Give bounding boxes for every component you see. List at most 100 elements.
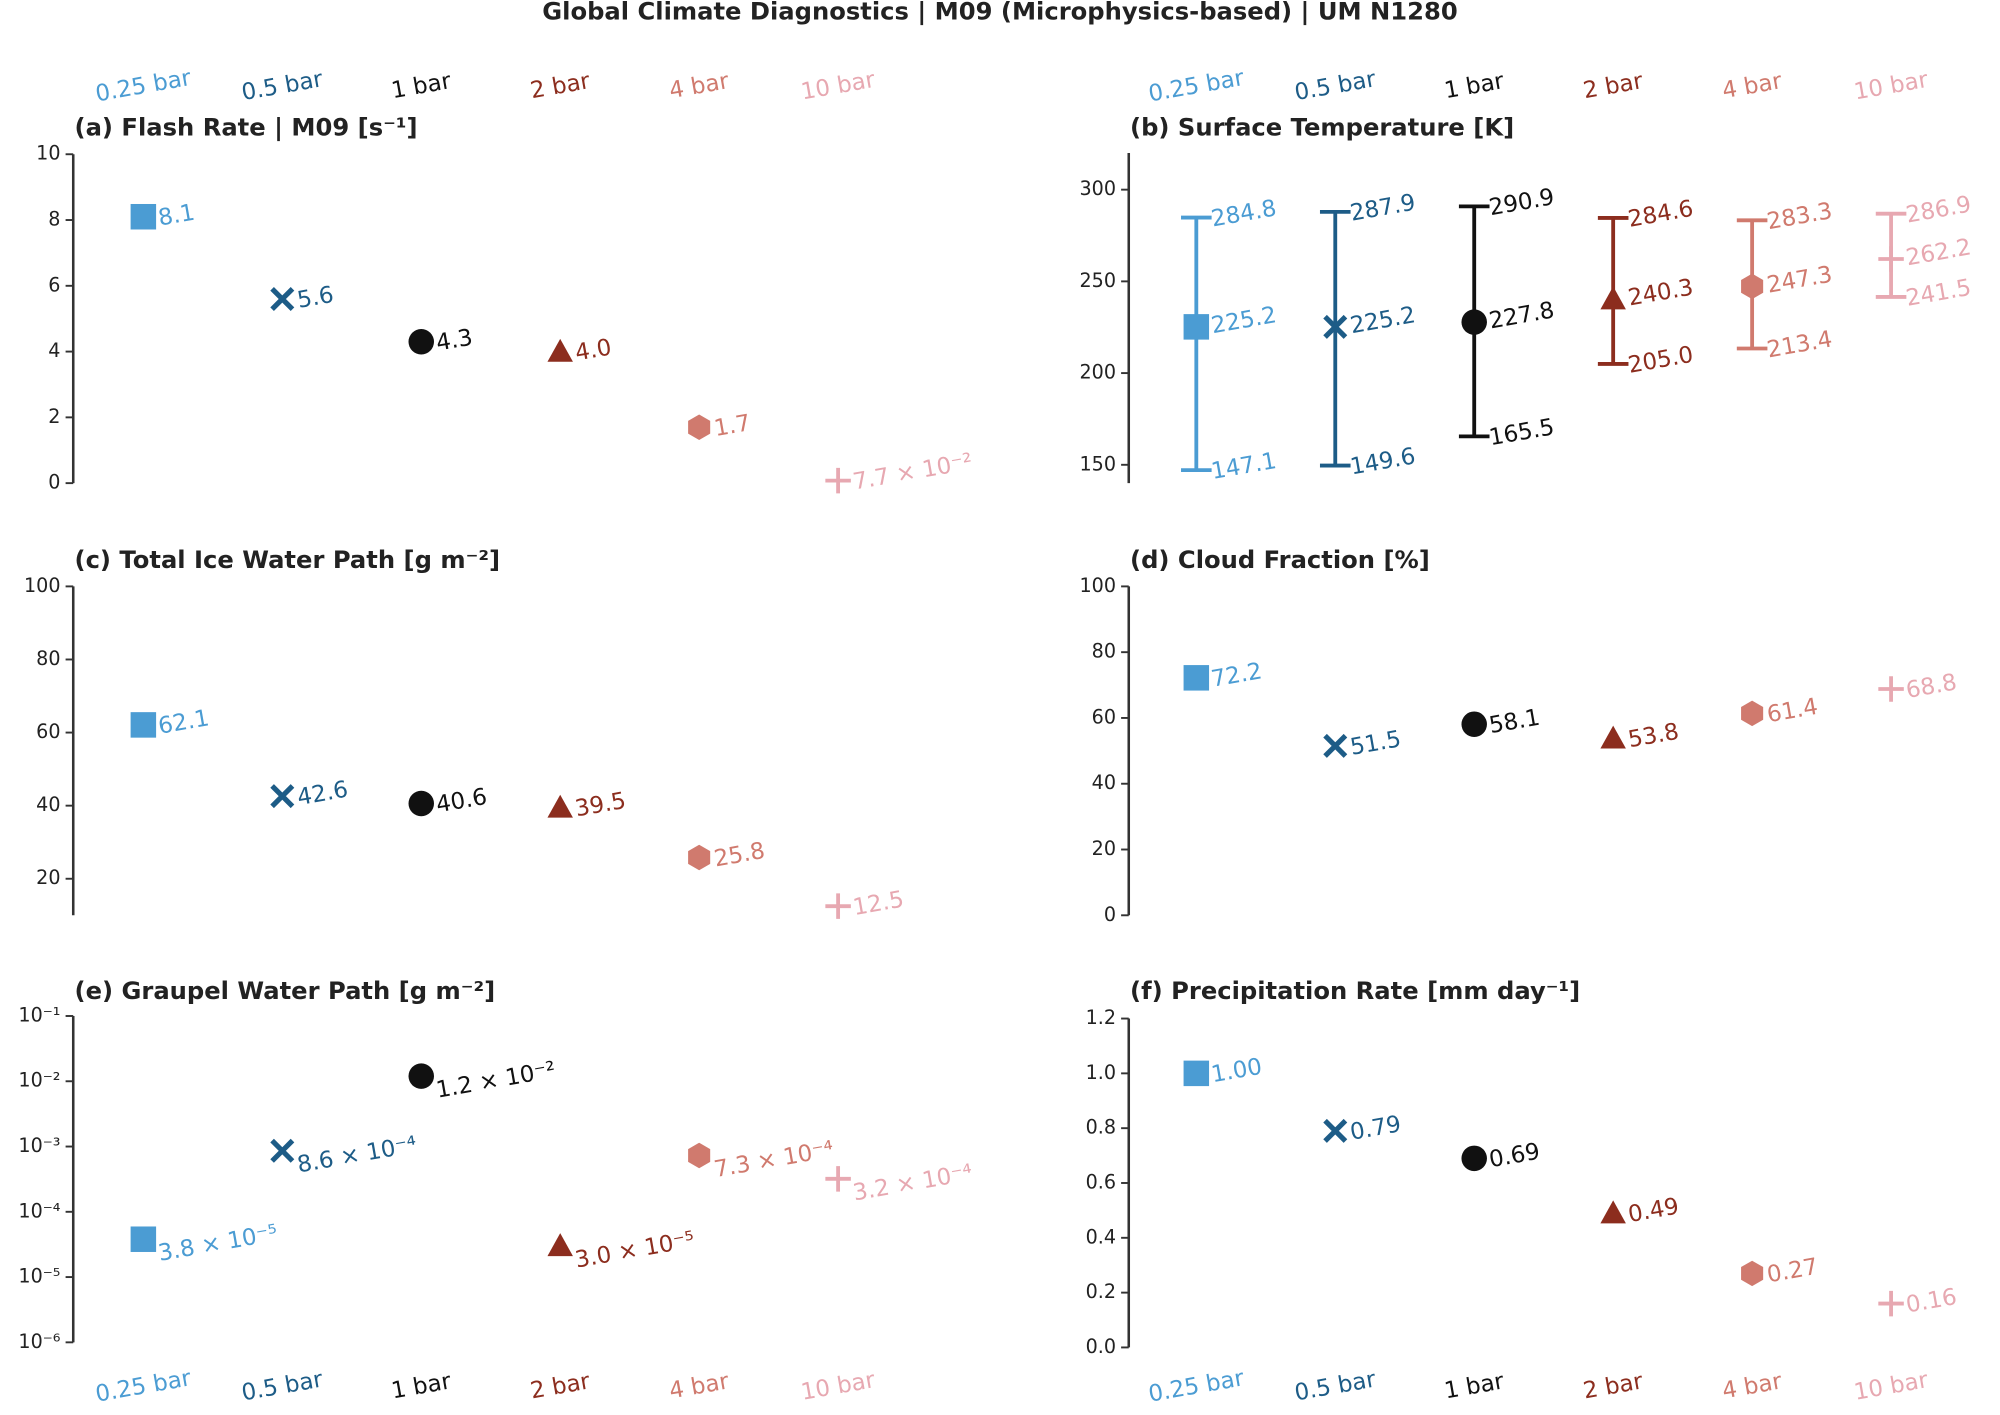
max-label: 284.8 [1209, 195, 1278, 232]
data-label: 0.49 [1626, 1194, 1681, 1228]
max-label: 284.6 [1626, 196, 1695, 233]
data-label: 51.5 [1348, 726, 1403, 760]
y-tick-label: 0.8 [1086, 1116, 1116, 1139]
figure-title: Global Climate Diagnostics | M09 (Microp… [542, 0, 1457, 26]
category-label: 2 bar [528, 1368, 592, 1404]
y-tick-label: 60 [36, 720, 60, 743]
y-tick-label: 10⁻⁵ [18, 1265, 60, 1288]
y-tick-label: 20 [36, 866, 60, 889]
category-label: 10 bar [1852, 67, 1930, 106]
data-label: 53.8 [1626, 719, 1681, 753]
min-label: 213.4 [1765, 326, 1834, 363]
data-label: 12.5 [851, 887, 906, 921]
marker [1461, 309, 1487, 335]
marker [1878, 676, 1904, 702]
category-label: 0.5 bar [240, 66, 326, 106]
y-tick-label: 1.2 [1086, 1006, 1116, 1029]
marker [1878, 1290, 1904, 1317]
y-tick-label: 0.2 [1086, 1280, 1116, 1303]
min-label: 149.6 [1348, 443, 1417, 480]
category-label: 0.25 bar [1146, 65, 1246, 107]
data-label: 1.00 [1209, 1054, 1264, 1088]
data-label: 3.0 × 10⁻⁵ [573, 1227, 696, 1274]
max-label: 290.9 [1487, 184, 1556, 221]
data-label: 25.8 [712, 838, 767, 872]
category-label: 4 bar [667, 1368, 731, 1404]
category-label: 0.5 bar [1293, 66, 1379, 106]
marker [270, 286, 295, 311]
marker [130, 203, 157, 230]
panel-title: (a) Flash Rate | M09 [s⁻¹] [75, 114, 418, 142]
marker [1183, 1060, 1210, 1087]
panel-title: (b) Surface Temperature [K] [1130, 114, 1514, 142]
data-label: 4.3 [434, 325, 474, 357]
min-label: 165.5 [1487, 414, 1556, 451]
y-tick-label: 40 [36, 793, 60, 816]
marker [688, 414, 711, 440]
y-tick-label: 2 [48, 405, 60, 428]
marker [688, 844, 711, 871]
marker [408, 1063, 434, 1089]
category-label: 0.25 bar [1146, 1365, 1246, 1407]
y-tick-label: 8 [48, 208, 60, 231]
marker [1183, 314, 1210, 340]
marker [1600, 1200, 1626, 1224]
data-label: 72.2 [1209, 658, 1264, 692]
y-tick-label: 10⁻² [18, 1069, 60, 1092]
y-tick-label: 250 [1080, 269, 1116, 292]
data-label: 58.1 [1487, 705, 1542, 739]
y-tick-label: 0.6 [1086, 1170, 1116, 1193]
category-label: 1 bar [389, 68, 453, 104]
category-label: 4 bar [1720, 68, 1784, 104]
y-tick-label: 6 [48, 273, 60, 296]
category-label: 1 bar [389, 1368, 453, 1404]
data-label: 0.27 [1765, 1254, 1820, 1288]
marker [1183, 665, 1210, 691]
data-label: 0.79 [1348, 1111, 1403, 1145]
category-label: 4 bar [1720, 1368, 1784, 1404]
max-label: 286.9 [1904, 192, 1973, 229]
data-label: 240.3 [1626, 274, 1695, 311]
data-label: 0.69 [1487, 1139, 1542, 1173]
min-label: 241.5 [1904, 275, 1973, 312]
marker [1323, 314, 1348, 339]
marker [1741, 700, 1764, 727]
category-label: 2 bar [1581, 68, 1645, 104]
category-label: 2 bar [1581, 1368, 1645, 1404]
data-label: 61.4 [1765, 694, 1820, 728]
data-label: 227.8 [1487, 297, 1556, 334]
category-label: 0.25 bar [94, 1365, 194, 1407]
marker [130, 1226, 157, 1252]
marker [270, 1138, 295, 1163]
category-label: 1 bar [1442, 1368, 1506, 1404]
category-label: 0.5 bar [1293, 1366, 1379, 1406]
panel-title: (d) Cloud Fraction [%] [1130, 546, 1430, 574]
max-label: 287.9 [1348, 190, 1417, 227]
marker [825, 467, 851, 494]
marker [547, 338, 573, 362]
y-tick-label: 100 [1080, 574, 1116, 597]
y-tick-label: 10⁻⁴ [18, 1199, 60, 1222]
marker [1741, 273, 1764, 300]
marker [408, 790, 434, 817]
y-tick-label: 80 [1092, 640, 1116, 663]
data-label: 1.2 × 10⁻² [434, 1057, 557, 1104]
y-tick-label: 10⁻⁶ [18, 1330, 60, 1353]
y-tick-label: 0.4 [1086, 1225, 1116, 1248]
max-label: 283.3 [1765, 198, 1834, 235]
category-label: 2 bar [528, 68, 592, 104]
y-tick-label: 0 [48, 471, 60, 494]
data-label: 7.7 × 10⁻² [851, 449, 974, 496]
marker [130, 712, 157, 738]
min-label: 147.1 [1209, 448, 1278, 485]
y-tick-label: 200 [1080, 361, 1116, 384]
marker [1600, 286, 1626, 310]
marker [1600, 725, 1626, 749]
data-label: 247.3 [1765, 262, 1834, 299]
panel-title: (e) Graupel Water Path [g m⁻²] [75, 977, 496, 1005]
data-label: 4.0 [573, 335, 613, 367]
y-tick-label: 4 [48, 339, 60, 362]
marker [408, 328, 434, 355]
panel-title: (c) Total Ice Water Path [g m⁻²] [75, 546, 501, 574]
panel-title: (f) Precipitation Rate [mm day⁻¹] [1130, 977, 1580, 1005]
